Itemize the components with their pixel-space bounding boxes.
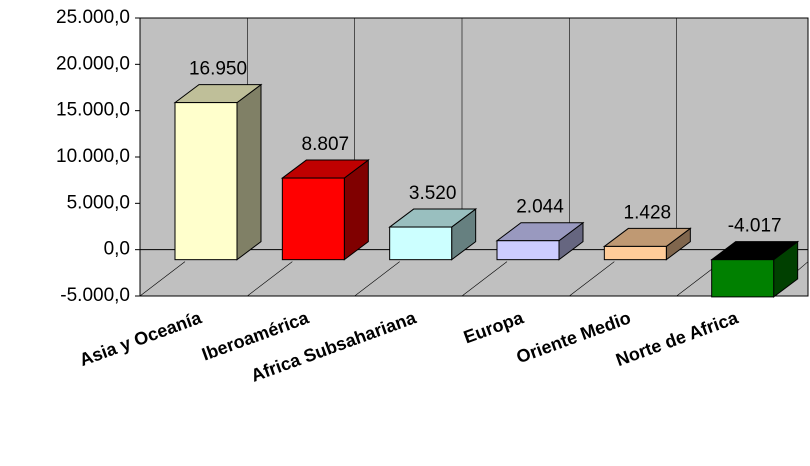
y-tick-label: 15.000,0 — [56, 100, 130, 121]
bar — [174, 102, 238, 261]
y-tick-label: 25.000,0 — [56, 7, 130, 28]
x-tick-label: Norte de Africa — [613, 307, 741, 370]
y-tick-label: 5.000,0 — [67, 192, 130, 213]
value-label: 2.044 — [516, 197, 564, 218]
value-label: 3.520 — [409, 183, 457, 204]
value-label: -4.017 — [728, 216, 782, 237]
bar — [496, 240, 560, 261]
floor-line — [569, 261, 615, 297]
bar — [603, 245, 667, 261]
bar — [389, 226, 453, 261]
y-tick-label: -5.000,0 — [60, 285, 130, 306]
floor-line — [247, 261, 293, 297]
x-tick-label: Europa — [461, 307, 527, 347]
y-tick-label: 20.000,0 — [56, 53, 130, 74]
bar — [711, 259, 775, 298]
floor-line — [139, 261, 186, 297]
floor-line — [354, 261, 400, 297]
x-tick-label: Asia y Oceanía — [77, 307, 205, 370]
value-label: 8.807 — [302, 134, 350, 155]
value-label: 1.428 — [624, 202, 672, 223]
floor-line — [461, 261, 508, 297]
y-tick-label: 10.000,0 — [56, 146, 130, 167]
bar-side — [236, 83, 262, 261]
value-label: 16.950 — [189, 59, 247, 80]
y-tick-label: 0,0 — [104, 239, 130, 260]
bar — [281, 177, 345, 261]
